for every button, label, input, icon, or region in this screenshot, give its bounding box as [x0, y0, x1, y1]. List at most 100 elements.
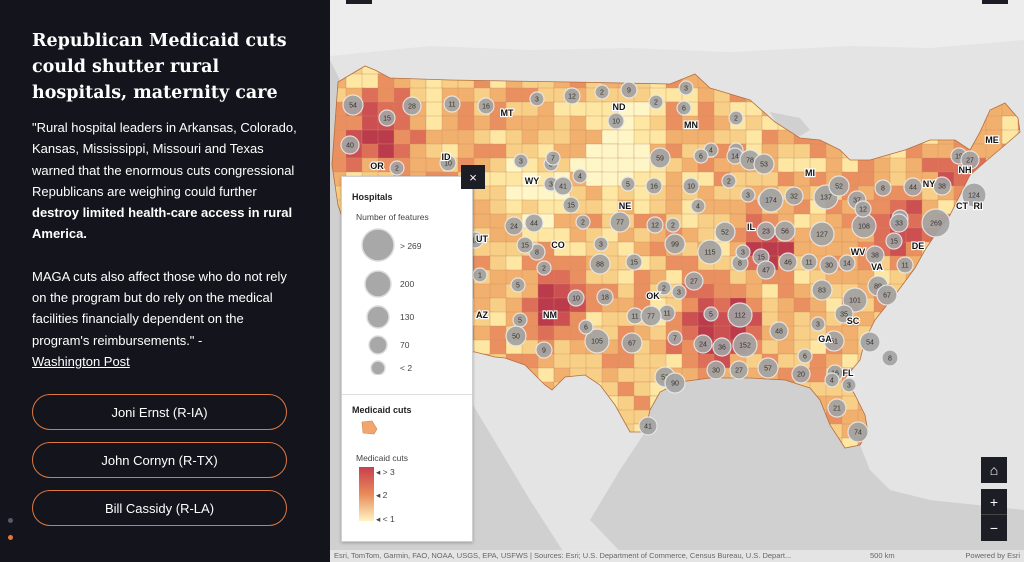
hospital-cluster[interactable]: 88	[589, 253, 611, 275]
zoom-in-button[interactable]: +	[981, 489, 1007, 515]
hospital-cluster[interactable]: 269	[921, 208, 951, 238]
hospital-cluster[interactable]: 15	[885, 232, 903, 250]
hospital-cluster[interactable]: 2	[721, 173, 737, 189]
hospital-cluster[interactable]: 6	[676, 100, 692, 116]
hospital-cluster[interactable]: 14	[838, 254, 856, 272]
hospital-cluster[interactable]: 5	[703, 306, 719, 322]
hospital-cluster[interactable]: 56	[774, 220, 796, 242]
hospital-cluster[interactable]: 8	[874, 179, 892, 197]
hospital-cluster[interactable]: 11	[896, 256, 914, 274]
hospital-cluster[interactable]: 152	[732, 332, 758, 358]
hospital-cluster[interactable]: 11	[800, 253, 818, 271]
hospital-cluster[interactable]: 6	[578, 319, 594, 335]
hospital-cluster[interactable]: 2	[594, 84, 610, 100]
hospital-cluster[interactable]: 44	[903, 177, 923, 197]
hospital-cluster[interactable]: 38	[932, 176, 952, 196]
hospital-cluster[interactable]: 52	[828, 175, 850, 197]
hospital-cluster[interactable]: 2	[575, 214, 591, 230]
hospital-cluster[interactable]: 7	[667, 330, 683, 346]
hospital-cluster[interactable]: 44	[524, 213, 544, 233]
hospital-cluster[interactable]: 77	[640, 305, 662, 327]
hospital-cluster[interactable]: 32	[784, 186, 804, 206]
hospital-cluster[interactable]: 7	[545, 150, 561, 166]
hospital-cluster[interactable]: 4	[824, 372, 840, 388]
hospital-cluster[interactable]: 12	[854, 200, 872, 218]
hospital-cluster[interactable]: 18	[596, 288, 614, 306]
hospital-cluster[interactable]: 90	[664, 372, 686, 394]
hospital-cluster[interactable]: 33	[889, 213, 909, 233]
map-tool-button[interactable]	[346, 0, 372, 4]
hospital-cluster[interactable]: 115	[697, 239, 723, 265]
hospital-cluster[interactable]: 3	[513, 153, 529, 169]
hospital-cluster[interactable]: 48	[769, 321, 789, 341]
nav-dot[interactable]	[8, 518, 13, 523]
hospital-cluster[interactable]: 3	[678, 80, 694, 96]
hospital-cluster[interactable]: 83	[811, 279, 833, 301]
hospital-cluster[interactable]: 30	[819, 255, 839, 275]
hospital-cluster[interactable]: 28	[402, 96, 422, 116]
hospital-cluster[interactable]: 52	[714, 221, 736, 243]
hospital-cluster[interactable]: 3	[735, 244, 751, 260]
hospital-cluster[interactable]: 2	[648, 94, 664, 110]
bill-cassidy-button[interactable]: Bill Cassidy (R-LA)	[32, 490, 287, 526]
hospital-cluster[interactable]: 6	[693, 148, 709, 164]
hospital-cluster[interactable]: 11	[443, 95, 461, 113]
hospital-cluster[interactable]: 46	[778, 252, 798, 272]
powered-by-esri[interactable]: Powered by Esri	[965, 551, 1020, 560]
hospital-cluster[interactable]: 2	[536, 260, 552, 276]
hospital-cluster[interactable]: 36	[712, 337, 732, 357]
joni-ernst-button[interactable]: Joni Ernst (R-IA)	[32, 394, 287, 430]
hospital-cluster[interactable]: 24	[504, 216, 524, 236]
hospital-cluster[interactable]: 3	[529, 91, 545, 107]
hospital-cluster[interactable]: 174	[758, 187, 784, 213]
hospital-cluster[interactable]: 54	[859, 331, 881, 353]
hospital-cluster[interactable]: 41	[553, 176, 573, 196]
hospital-cluster[interactable]: 2	[728, 110, 744, 126]
hospital-cluster[interactable]: 53	[753, 153, 775, 175]
nav-dot-active[interactable]	[8, 535, 13, 540]
hospital-cluster[interactable]: 12	[646, 216, 664, 234]
hospital-cluster[interactable]: 10	[567, 289, 585, 307]
hospital-cluster[interactable]: 3	[841, 377, 857, 393]
hospital-cluster[interactable]: 16	[477, 97, 495, 115]
hospital-cluster[interactable]: 5	[510, 277, 526, 293]
hospital-cluster[interactable]: 1	[472, 267, 488, 283]
hospital-cluster[interactable]: 15	[562, 196, 580, 214]
hospital-cluster[interactable]: 12	[563, 87, 581, 105]
hospital-cluster[interactable]: 112	[727, 302, 753, 328]
hospital-cluster[interactable]: 57	[757, 357, 779, 379]
hospital-cluster[interactable]: 8	[881, 349, 899, 367]
hospital-cluster[interactable]: 5	[512, 312, 528, 328]
hospital-cluster[interactable]: 4	[690, 198, 706, 214]
hospital-cluster[interactable]: 15	[625, 253, 643, 271]
hospital-cluster[interactable]: 50	[505, 325, 527, 347]
hospital-cluster[interactable]: 108	[851, 213, 877, 239]
hospital-cluster[interactable]: 6	[797, 348, 813, 364]
legend-close-button[interactable]: ×	[461, 165, 485, 189]
hospital-cluster[interactable]: 20	[791, 364, 811, 384]
hospital-cluster[interactable]: 67	[876, 284, 898, 306]
hospital-cluster[interactable]: 11	[658, 304, 676, 322]
hospital-cluster[interactable]: 3	[671, 284, 687, 300]
hospital-cluster[interactable]: 27	[684, 271, 704, 291]
hospital-cluster[interactable]: 3	[740, 187, 756, 203]
hospital-cluster[interactable]: 4	[572, 168, 588, 184]
john-cornyn-button[interactable]: John Cornyn (R-TX)	[32, 442, 287, 478]
hospital-cluster[interactable]: 59	[649, 147, 671, 169]
hospital-cluster[interactable]: 3	[593, 236, 609, 252]
hospital-cluster[interactable]: 74	[847, 421, 869, 443]
home-button[interactable]: ⌂	[981, 457, 1007, 483]
hospital-cluster[interactable]: 21	[827, 398, 847, 418]
zoom-out-button[interactable]: −	[981, 515, 1007, 541]
hospital-cluster[interactable]: 27	[729, 360, 749, 380]
source-link[interactable]: Washington Post	[32, 353, 130, 369]
hospital-cluster[interactable]: 54	[342, 94, 364, 116]
hospital-cluster[interactable]: 127	[809, 221, 835, 247]
hospital-cluster[interactable]: 2	[665, 217, 681, 233]
hospital-cluster[interactable]: 23	[756, 221, 776, 241]
hospital-cluster[interactable]: 2	[389, 160, 405, 176]
hospital-cluster[interactable]: 10	[682, 177, 700, 195]
hospital-cluster[interactable]: 3	[810, 316, 826, 332]
hospital-cluster[interactable]: 40	[340, 135, 360, 155]
hospital-cluster[interactable]: 5	[620, 176, 636, 192]
